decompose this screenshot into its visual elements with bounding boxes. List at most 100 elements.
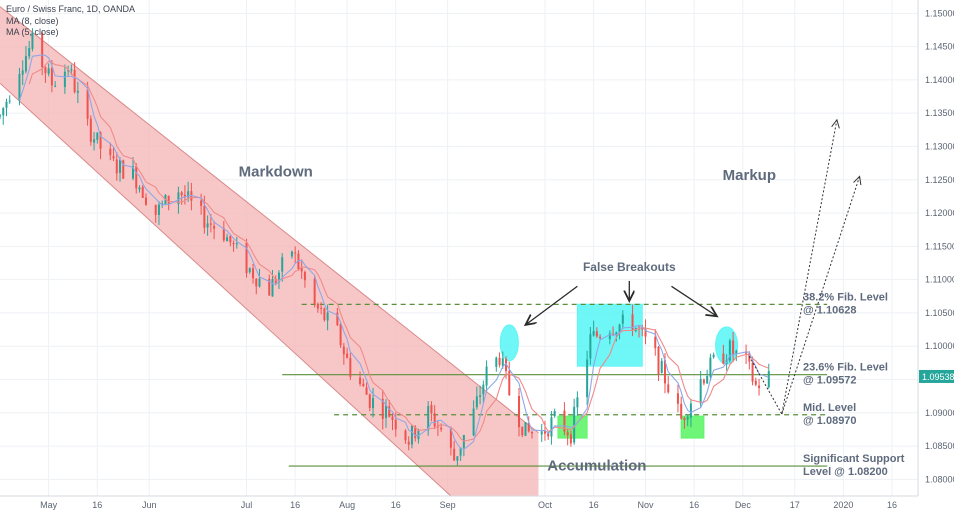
candle-up	[24, 56, 27, 72]
candle-up	[31, 32, 34, 49]
candle-down	[530, 432, 533, 434]
candle-up	[187, 191, 190, 198]
candle-down	[732, 340, 735, 355]
candle-down	[547, 433, 550, 437]
price-tick-label: 1.08000	[925, 474, 954, 484]
candle-down	[73, 69, 76, 93]
candle-down	[339, 324, 342, 346]
candle-down	[543, 430, 546, 434]
candle-up	[277, 272, 280, 283]
time-tick-label: 16	[391, 500, 401, 510]
candle-down	[683, 418, 686, 421]
candle-down	[141, 186, 144, 198]
candle-up	[459, 447, 462, 456]
annotation-label: Markup	[723, 167, 776, 184]
support-zone-box	[680, 415, 705, 439]
price-tick-label: 1.12000	[925, 208, 954, 218]
candle-up	[524, 422, 527, 436]
candle-down	[745, 351, 748, 354]
candle-up	[550, 417, 553, 437]
price-tick-label: 1.10500	[925, 308, 954, 318]
candle-down	[203, 206, 206, 228]
time-tick-label: Sep	[440, 500, 456, 510]
price-tick-label: 1.13500	[925, 108, 954, 118]
candle-up	[482, 384, 485, 395]
candle-down	[222, 228, 225, 241]
candle-down	[245, 242, 248, 274]
candle-up	[326, 312, 329, 321]
candle-down	[388, 406, 391, 417]
candle-down	[569, 434, 572, 444]
price-tick-label: 1.14500	[925, 42, 954, 52]
candle-down	[644, 329, 647, 337]
candle-down	[115, 159, 118, 174]
time-tick-label: Jul	[241, 500, 253, 510]
markdown-channel	[0, 6, 539, 497]
level-label: 38.2% Fib. Level	[803, 291, 888, 303]
candle-up	[589, 334, 592, 359]
candle-up	[712, 354, 715, 358]
candle-down	[213, 225, 216, 229]
time-tick-label: 16	[290, 500, 300, 510]
candle-down	[229, 235, 232, 243]
candle-down	[268, 278, 271, 296]
candle-down	[527, 422, 530, 432]
candle-up	[258, 278, 261, 287]
candle-down	[440, 427, 443, 430]
indicator-label: MA (8, close)	[6, 16, 59, 26]
candle-up	[226, 237, 229, 242]
candle-down	[109, 148, 112, 156]
candle-up	[553, 411, 556, 417]
channel-upper-line	[0, 6, 539, 434]
candle-down	[663, 360, 666, 384]
candle-up	[93, 139, 96, 143]
candle-up	[157, 204, 160, 215]
candle-down	[44, 67, 47, 74]
candle-down	[50, 68, 53, 86]
candle-down	[381, 398, 384, 419]
moving-averages	[18, 54, 770, 451]
candle-up	[456, 456, 459, 461]
false-breakout-ellipse	[499, 324, 519, 362]
candle-down	[316, 303, 319, 309]
candle-down	[449, 428, 452, 448]
candle-down	[112, 156, 115, 159]
time-tick-label: Jun	[142, 500, 157, 510]
arrows	[525, 120, 859, 416]
candle-up	[138, 187, 141, 190]
candle-up	[385, 405, 388, 419]
annotation-label: False Breakouts	[583, 260, 676, 274]
candle-up	[0, 115, 2, 117]
candle-down	[183, 194, 186, 198]
current-price-tag	[919, 369, 954, 383]
candle-up	[119, 159, 122, 173]
candle-down	[676, 393, 679, 404]
candle-up	[54, 85, 57, 87]
candle-up	[501, 358, 504, 367]
candle-up	[621, 314, 624, 324]
candle-down	[748, 353, 751, 362]
candle-down	[641, 328, 644, 330]
candle-up	[495, 357, 498, 367]
candle-down	[751, 362, 754, 382]
candle-down	[255, 278, 258, 287]
candle-up	[475, 396, 478, 408]
candle-up	[573, 406, 576, 443]
candle-down	[391, 416, 394, 420]
time-tick-label: 16	[589, 500, 599, 510]
price-tick-label: 1.09000	[925, 408, 954, 418]
candle-up	[592, 331, 595, 336]
candle-up	[472, 408, 475, 436]
candle-up	[767, 371, 770, 388]
candle-up	[615, 332, 618, 336]
candle-down	[359, 377, 362, 385]
time-tick-label: Aug	[339, 500, 355, 510]
chart-title: Euro / Swiss Franc, 1D, OANDA	[6, 4, 135, 14]
candle-up	[290, 251, 293, 257]
level-value: @ 1.08970	[803, 415, 857, 427]
candle-up	[131, 166, 135, 179]
candle-down	[657, 346, 660, 375]
time-tick-label: Dec	[735, 500, 752, 510]
